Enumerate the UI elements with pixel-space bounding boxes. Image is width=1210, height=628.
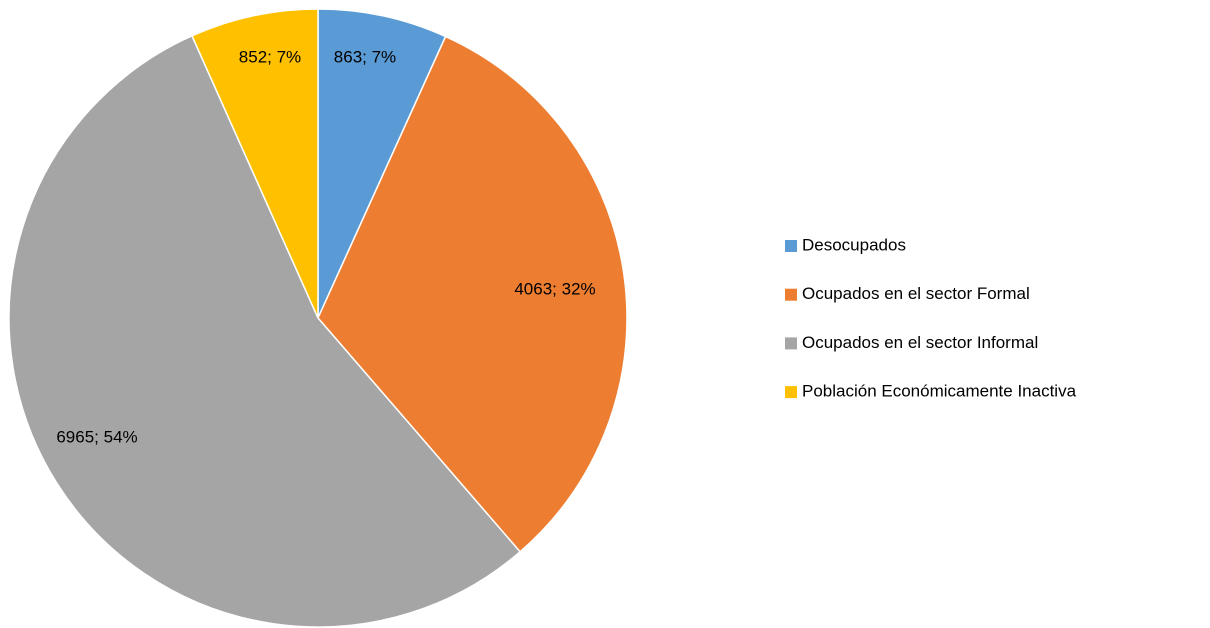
legend-label: Población Económicamente Inactiva <box>802 382 1077 401</box>
legend-label: Desocupados <box>802 235 906 254</box>
data-label: 863; 7% <box>334 47 396 66</box>
legend-swatch <box>785 337 797 350</box>
data-label: 6965; 54% <box>56 427 137 446</box>
data-label: 852; 7% <box>239 47 301 66</box>
legend-swatch <box>785 386 797 399</box>
legend-label: Ocupados en el sector Informal <box>802 333 1038 352</box>
pie-slice <box>190 8 319 319</box>
pie-slice <box>317 35 628 553</box>
pie-slice <box>317 8 447 319</box>
legend-label: Ocupados en el sector Formal <box>802 284 1030 303</box>
data-label: 4063; 32% <box>514 279 595 298</box>
legend-swatch <box>785 288 797 301</box>
pie-slice <box>8 34 522 628</box>
legend-swatch <box>785 240 797 252</box>
